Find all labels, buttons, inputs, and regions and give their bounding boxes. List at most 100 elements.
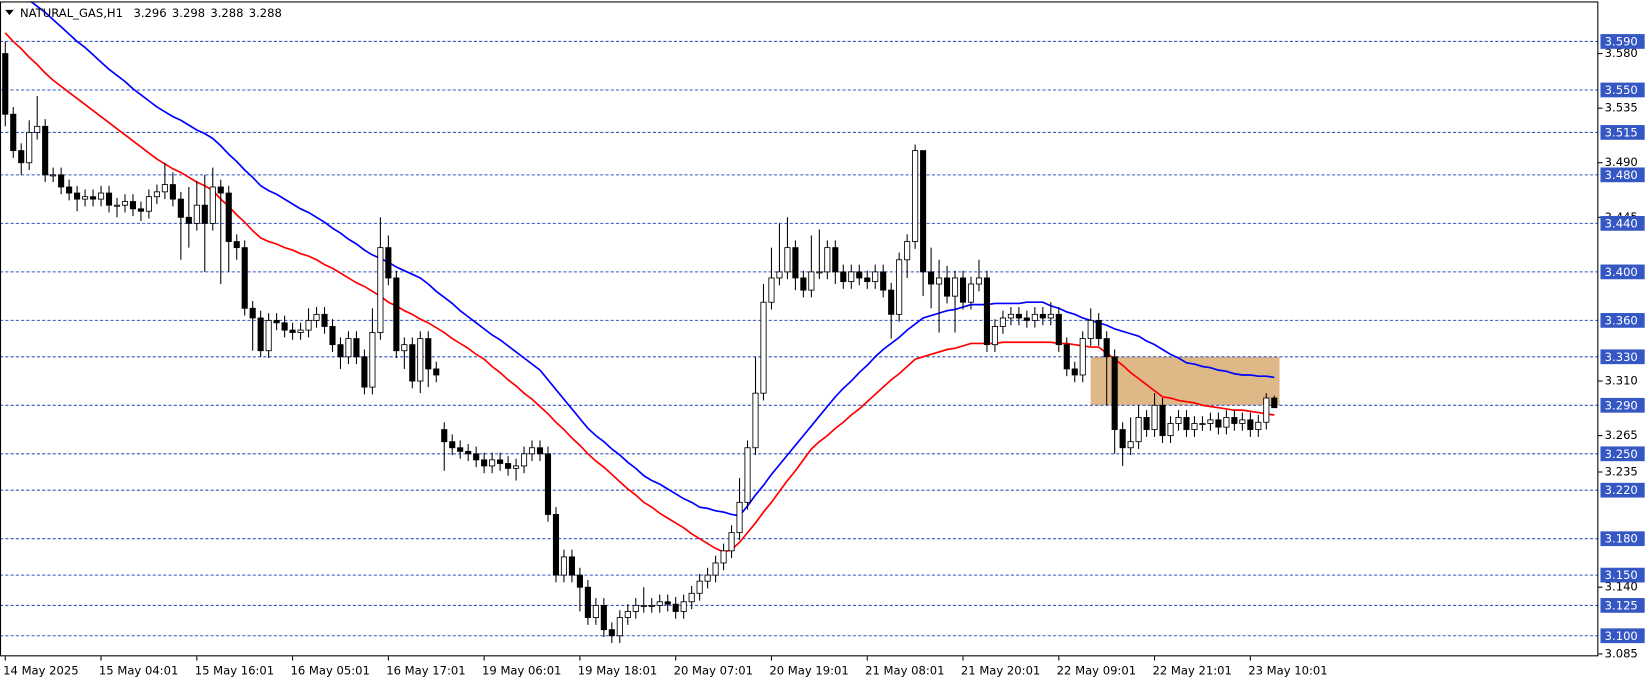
candle-body: [560, 556, 568, 576]
candle-body: [552, 514, 560, 576]
candle-body: [1191, 423, 1198, 430]
candle-body: [137, 208, 144, 212]
candle-body: [321, 313, 328, 327]
candle-body: [26, 131, 33, 164]
candle-body: [904, 241, 911, 261]
y-tick-label: 3.085: [1605, 646, 1638, 660]
x-tick-label: 21 May 08:01: [865, 664, 944, 678]
candle-body: [193, 204, 200, 224]
candle-body: [82, 196, 89, 200]
candle-body: [568, 556, 575, 576]
candle-body: [449, 441, 456, 449]
candle-body: [305, 319, 312, 331]
candle-body: [528, 447, 536, 455]
close-value: 3.288: [249, 6, 282, 20]
high-value: 3.298: [172, 6, 205, 20]
level-label: 3.440: [1605, 216, 1638, 230]
x-tick-label: 21 May 20:01: [961, 664, 1040, 678]
candle-body: [1063, 344, 1070, 370]
candle-body: [1223, 417, 1230, 428]
level-label-box: [1600, 313, 1645, 328]
low-value: 3.288: [210, 6, 243, 20]
candle-body: [760, 301, 767, 394]
candle-body: [920, 150, 927, 273]
candle-body: [401, 344, 408, 352]
level-label: 3.330: [1605, 350, 1638, 364]
candle-body: [417, 338, 424, 382]
candle-body: [145, 196, 152, 212]
candle-body: [209, 186, 216, 224]
candle-body: [784, 247, 791, 273]
candle-body: [273, 319, 280, 324]
candle-body: [105, 192, 113, 206]
level-label-box: [1600, 446, 1645, 462]
candle-body: [329, 326, 336, 346]
candle-body: [600, 604, 607, 631]
candle-body: [121, 201, 129, 206]
candle-body: [297, 329, 304, 333]
header: NATURAL_GAS,H1 3.296 3.298 3.288 3.288: [20, 6, 282, 20]
candle-body: [66, 186, 73, 194]
x-tick-label: 22 May 21:01: [1152, 664, 1231, 678]
candle-body: [425, 338, 432, 370]
candle-body: [153, 191, 160, 198]
level-label: 3.250: [1605, 447, 1638, 461]
candle-body: [74, 192, 81, 200]
candle-body: [1151, 404, 1158, 430]
candle-body: [169, 184, 176, 200]
candle-body: [1071, 368, 1078, 376]
candle-body: [90, 196, 97, 200]
candle-body: [1175, 417, 1182, 424]
x-tick-label: 23 May 10:01: [1248, 664, 1327, 678]
level-label: 3.290: [1605, 398, 1638, 412]
level-label-box: [1600, 531, 1645, 547]
candle-body: [505, 463, 512, 469]
level-label: 3.550: [1605, 83, 1638, 97]
candle-body: [177, 198, 184, 218]
candle-body: [10, 113, 17, 152]
x-tick-label: 16 May 17:01: [386, 664, 465, 678]
candle-body: [536, 447, 544, 455]
candle-body: [888, 289, 895, 315]
x-tick-label: 20 May 19:01: [769, 664, 848, 678]
y-tick-label: 3.235: [1605, 465, 1638, 479]
x-tick-label: 15 May 16:01: [195, 664, 274, 678]
x-tick-label: 15 May 04:01: [99, 664, 178, 678]
level-label-box: [1600, 482, 1645, 498]
candle-body: [800, 277, 807, 291]
candle-body: [257, 317, 264, 352]
candle-body: [576, 574, 583, 588]
x-tick-label: 16 May 05:01: [290, 664, 369, 678]
y-tick-label: 3.310: [1605, 374, 1638, 388]
y-tick-label: 3.490: [1605, 155, 1638, 169]
candle-body: [832, 247, 839, 273]
candle-body: [1007, 313, 1014, 319]
candle-body: [441, 429, 448, 443]
level-label: 3.480: [1605, 168, 1638, 182]
candle-body: [848, 271, 855, 283]
x-tick-label: 19 May 18:01: [578, 664, 657, 678]
candle-body: [50, 174, 57, 177]
candle-body: [792, 247, 799, 279]
candle-body: [241, 247, 248, 309]
y-tick-label: 3.265: [1605, 428, 1638, 442]
candle-body: [42, 125, 49, 176]
candle-body: [712, 562, 719, 576]
candle-body: [1231, 417, 1238, 424]
candle-body: [265, 319, 272, 352]
level-label-box: [1600, 125, 1645, 140]
candle-body: [584, 586, 591, 618]
candle-body: [840, 271, 847, 283]
candle-body: [361, 356, 368, 388]
candle-body: [385, 247, 392, 279]
candle-body: [991, 326, 998, 346]
candle-body: [744, 447, 751, 503]
candle-body: [473, 453, 480, 461]
menu-arrow[interactable]: [5, 9, 14, 16]
candle-body: [377, 247, 384, 333]
candle-body: [664, 601, 671, 605]
candle-body: [58, 174, 65, 188]
candle-body: [752, 392, 759, 449]
candle-body: [999, 317, 1006, 327]
candle-body: [1255, 421, 1262, 430]
